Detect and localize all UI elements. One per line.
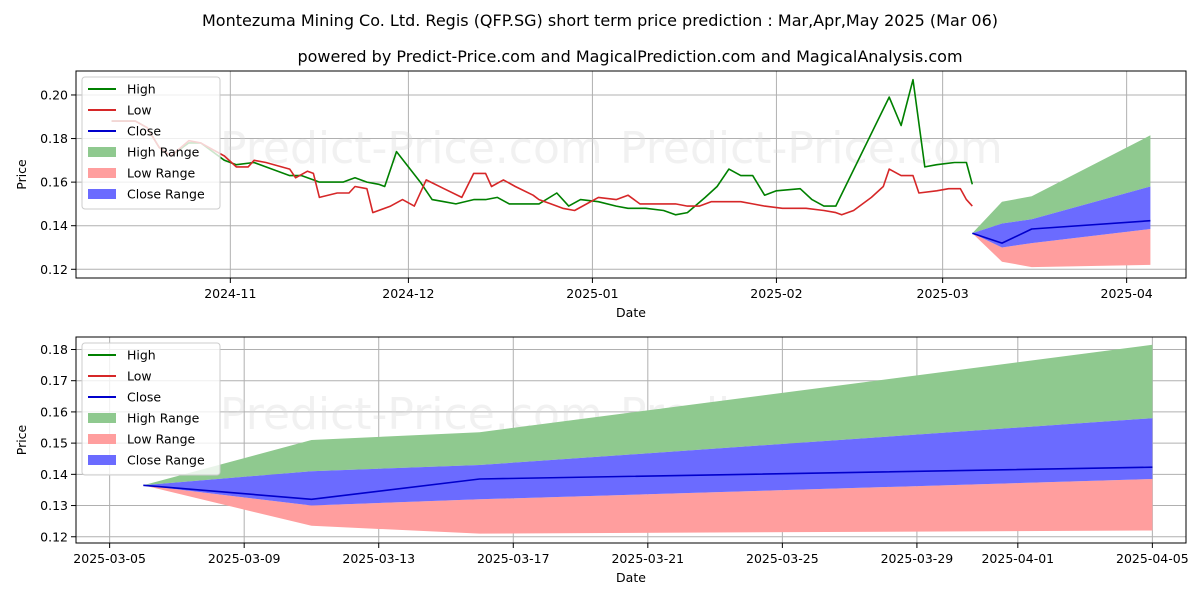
y-tick-label: 0.15: [40, 436, 68, 451]
legend-label: High Range: [127, 145, 200, 160]
y-tick-label: 0.12: [40, 529, 68, 544]
y-axis-label: Price: [14, 159, 29, 190]
y-tick-label: 0.16: [40, 175, 68, 190]
legend-swatch-patch: [88, 413, 116, 423]
plot-area: [143, 344, 1153, 534]
low-range-band: [972, 229, 1151, 268]
x-tick-label: 2025-03-25: [746, 551, 819, 566]
close-range-band: [143, 418, 1153, 506]
y-tick-label: 0.18: [40, 342, 68, 357]
history-panel: 2024-11 2024-12 2025-01 2025-02 2025-03 2025-…: [14, 70, 1187, 320]
legend-swatch-patch: [88, 434, 116, 444]
legend-label: Close Range: [127, 187, 205, 202]
close-range-band: [972, 186, 1151, 248]
legend-swatch-patch: [88, 189, 116, 199]
x-tick-label: 2025-03-17: [477, 551, 550, 566]
chart-title: Montezuma Mining Co. Ltd. Regis (QFP.SG)…: [202, 11, 998, 30]
x-axis-label: Date: [616, 305, 646, 320]
legend-swatch-patch: [88, 147, 116, 157]
y-tick-label: 0.17: [40, 373, 68, 388]
legend-label: Close Range: [127, 453, 205, 468]
x-tick-label: 2025-03-09: [208, 551, 281, 566]
forecast-panel: 2025-03-05 2025-03-09 2025-03-13 2025-03-17…: [14, 336, 1189, 585]
axes-frame: [75, 70, 1187, 279]
legend: High Low Close High Range Low Range Close Ran…: [81, 342, 221, 476]
x-tick-label: 2025-04-01: [981, 551, 1054, 566]
x-tick-label: 2025-03-13: [342, 551, 415, 566]
high-range-band: [143, 344, 1153, 486]
x-tick-label: 2024-11: [204, 286, 256, 301]
legend-label: High Range: [127, 411, 200, 426]
y-tick-label: 0.14: [40, 467, 68, 482]
axes-frame: [75, 336, 1187, 544]
x-tick-label: 2025-03-05: [73, 551, 146, 566]
x-tick-label: 2024-12: [382, 286, 434, 301]
close-series-line: [972, 219, 1151, 244]
legend-label: Close: [127, 390, 161, 405]
y-tick-label: 0.14: [40, 218, 68, 233]
x-tick-label: 2025-02: [750, 286, 802, 301]
high-series-line: [111, 78, 974, 216]
x-tick-label: 2025-03-21: [611, 551, 684, 566]
legend-label: Low: [127, 369, 152, 384]
x-tick-label: 2025-04: [1101, 286, 1153, 301]
legend-swatch-patch: [88, 455, 116, 465]
legend-label: Low Range: [127, 432, 196, 447]
legend-label: Close: [127, 124, 161, 139]
x-tick-label: 2025-04-05: [1116, 551, 1189, 566]
y-tick-label: 0.18: [40, 131, 68, 146]
legend-box: [81, 342, 221, 476]
x-tick-label: 2025-01: [566, 286, 618, 301]
low-series-line: [111, 120, 973, 216]
y-tick-label: 0.12: [40, 262, 68, 277]
legend-swatch-patch: [88, 168, 116, 178]
x-tick-label: 2025-03: [917, 286, 969, 301]
x-tick-label: 2025-03-29: [881, 551, 954, 566]
high-range-band: [972, 135, 1151, 234]
x-axis-label: Date: [616, 570, 646, 585]
plot-area: [111, 78, 1151, 268]
watermark-text: Predict-Price.com: [220, 123, 603, 174]
watermark-text: Predict-Price.com: [620, 123, 1003, 174]
legend: High Low Close High Range Low Range Close Ran…: [81, 76, 221, 210]
y-tick-label: 0.20: [40, 87, 68, 102]
legend-label: Low: [127, 103, 152, 118]
legend-label: Low Range: [127, 166, 196, 181]
chart-subtitle: powered by Predict-Price.com and Magical…: [297, 47, 962, 66]
y-tick-label: 0.16: [40, 404, 68, 419]
legend-label: High: [127, 348, 156, 363]
legend-label: High: [127, 82, 156, 97]
close-series-line: [143, 466, 1153, 501]
low-range-band: [143, 479, 1153, 534]
y-tick-label: 0.13: [40, 498, 68, 513]
y-axis-label: Price: [14, 424, 29, 455]
legend-box: [81, 76, 221, 210]
